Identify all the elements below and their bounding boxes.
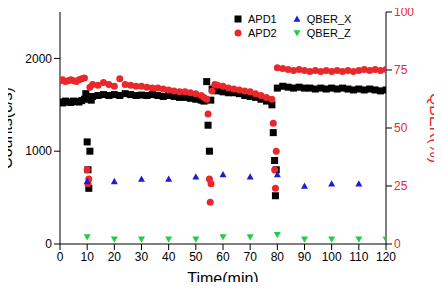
html-text:QBER_X: QBER_X bbox=[306, 13, 352, 25]
svg-text:75: 75 bbox=[394, 63, 408, 77]
html-text:APD2: APD2 bbox=[248, 27, 277, 39]
svg-text:100: 100 bbox=[394, 8, 414, 19]
svg-text:90: 90 bbox=[298, 250, 312, 264]
svg-text:60: 60 bbox=[216, 250, 230, 264]
svg-text:50: 50 bbox=[189, 250, 203, 264]
svg-text:0: 0 bbox=[57, 250, 64, 264]
svg-text:10: 10 bbox=[80, 250, 94, 264]
svg-text:20: 20 bbox=[108, 250, 122, 264]
svg-text:Time(min): Time(min) bbox=[187, 270, 258, 282]
svg-text:40: 40 bbox=[162, 250, 176, 264]
svg-text:25: 25 bbox=[394, 179, 408, 193]
svg-text:50: 50 bbox=[394, 121, 408, 135]
svg-text:30: 30 bbox=[135, 250, 149, 264]
svg-text:110: 110 bbox=[349, 250, 368, 264]
svg-text:120: 120 bbox=[376, 250, 396, 264]
svg-text:Counts(c/s): Counts(c/s) bbox=[8, 87, 15, 169]
svg-text:QBER(%): QBER(%) bbox=[427, 93, 434, 163]
html-text:QBER_Z: QBER_Z bbox=[306, 27, 351, 39]
svg-text:0: 0 bbox=[394, 237, 401, 251]
svg-text:70: 70 bbox=[243, 250, 257, 264]
svg-text:2000: 2000 bbox=[25, 52, 52, 66]
svg-text:1000: 1000 bbox=[25, 144, 52, 158]
html-text:APD1: APD1 bbox=[248, 13, 277, 25]
svg-text:100: 100 bbox=[322, 250, 342, 264]
svg-text:80: 80 bbox=[271, 250, 285, 264]
svg-text:0: 0 bbox=[45, 237, 52, 251]
